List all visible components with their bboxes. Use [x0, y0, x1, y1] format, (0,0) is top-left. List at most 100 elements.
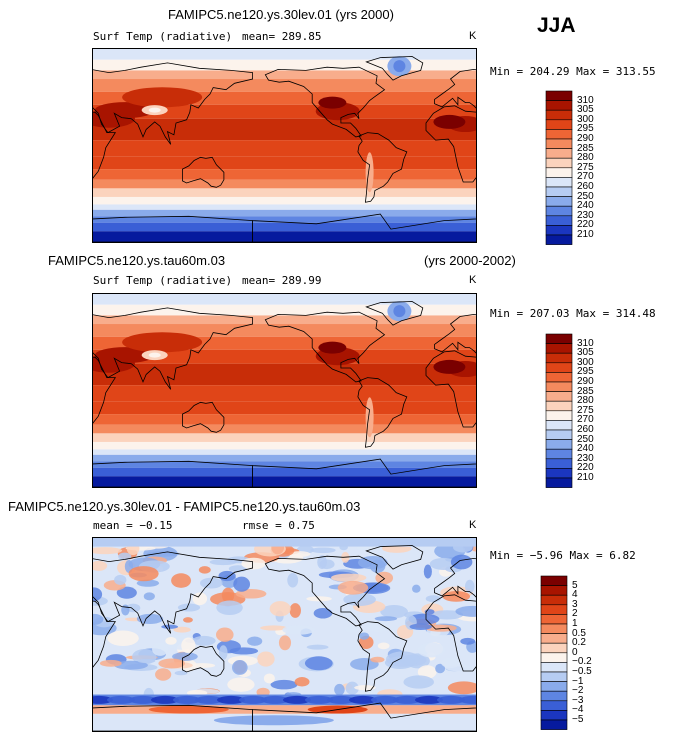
panel3-rmse: rmse = 0.75	[242, 519, 315, 532]
anomaly-patch	[173, 695, 201, 704]
coastline	[93, 600, 117, 668]
anomaly-patch	[151, 695, 179, 704]
colorbar-swatch	[540, 633, 568, 644]
anomaly-patch	[334, 683, 345, 696]
map-svg	[93, 538, 476, 731]
anomaly-patch	[241, 557, 266, 570]
hot-region	[433, 114, 466, 129]
panel1-mean: mean= 289.85	[242, 30, 322, 43]
temperature-band	[93, 209, 476, 217]
anomaly-patch	[450, 554, 473, 570]
anomaly-patch	[359, 632, 370, 640]
anomaly-patch	[343, 593, 376, 607]
anomaly-patch	[93, 547, 123, 555]
anomaly-patch	[192, 635, 216, 646]
anomaly-patch	[356, 545, 372, 551]
coastline	[93, 215, 253, 242]
anomaly-patch	[455, 605, 476, 617]
anomaly-patch	[310, 547, 336, 554]
cool-region	[148, 107, 161, 113]
anomaly-patch	[409, 623, 432, 630]
colorbar-swatch	[545, 196, 573, 207]
coastline	[93, 551, 253, 634]
map-svg	[93, 49, 476, 242]
colorbar-tick-label: 260	[577, 424, 594, 435]
colorbar-tick-label: 2	[572, 608, 578, 620]
anomaly-patch	[93, 695, 113, 704]
colorbar-tick-label: 295	[577, 366, 594, 378]
anomaly-patch	[423, 564, 432, 579]
anomaly-patch	[417, 665, 437, 679]
anomaly-patch	[349, 695, 377, 704]
colorbar-tick-label: 285	[577, 142, 594, 154]
anomaly-patch	[213, 715, 334, 726]
anomaly-patch	[263, 673, 275, 684]
temperature-band	[93, 59, 476, 71]
anomaly-patch	[99, 659, 122, 667]
anomaly-patch	[261, 695, 289, 704]
anomaly-patch	[385, 651, 420, 667]
anomaly-patch	[256, 687, 270, 697]
temperature-band	[93, 414, 476, 425]
colorbar-swatch	[545, 333, 573, 344]
colorbar-tick-label: 5	[572, 579, 578, 591]
coastline	[93, 704, 253, 731]
colorbar-tick-label: 210	[577, 472, 594, 483]
temperature-band	[93, 424, 476, 434]
colorbar-swatch	[545, 420, 573, 431]
colorbar-tick-label: 285	[577, 385, 594, 397]
panel3-case-title: FAMIPC5.ne120.ys.30lev.01 - FAMIPC5.ne12…	[8, 499, 361, 514]
coastline	[425, 105, 476, 183]
temperature-band	[93, 204, 476, 210]
colorbar-swatch	[545, 429, 573, 440]
anomaly-patch	[354, 685, 376, 691]
anomaly-patch	[198, 566, 211, 574]
anomaly-patch	[107, 630, 139, 646]
temperature-band	[93, 441, 476, 450]
panel2-colorbar: 310 305 300 295 290 285 280 275 270 260 250 240 230 2…	[545, 333, 594, 494]
coastline	[93, 111, 117, 179]
anomaly-patch	[269, 601, 291, 617]
anomaly-patch	[304, 656, 333, 671]
colorbar-swatch	[545, 100, 573, 111]
colorbar-swatch	[540, 652, 568, 663]
colorbar-swatch	[545, 167, 573, 178]
colorbar-tick-label: 250	[577, 190, 594, 202]
colorbar-swatch	[540, 690, 568, 702]
anomaly-patch	[283, 695, 311, 704]
anomaly-patch	[437, 695, 465, 704]
colorbar-tick-label: 290	[577, 133, 594, 144]
anomaly-patch	[136, 579, 160, 587]
colorbar-tick-label: 300	[577, 356, 594, 368]
coastlines	[93, 301, 476, 487]
hot-region	[94, 347, 155, 364]
colorbar-tick-label: 1	[572, 618, 578, 629]
anomaly-patch	[417, 642, 446, 658]
temperature-band	[93, 461, 476, 468]
colorbar-tick-label: 260	[577, 181, 594, 192]
colorbar-tick-label: 305	[577, 104, 594, 116]
coastline	[93, 356, 117, 424]
colorbar-swatch	[540, 604, 568, 615]
colorbar-tick-label: −3	[572, 694, 584, 706]
colorbar-swatch	[545, 410, 573, 421]
anomaly-patch	[331, 573, 367, 582]
colorbar-tick-label: 3	[572, 598, 578, 610]
colorbar-swatch	[545, 109, 573, 121]
anomaly-patch	[403, 675, 435, 689]
anomaly-patch	[247, 636, 263, 646]
colorbar-tick-label: 0	[572, 646, 578, 658]
coastline	[425, 350, 476, 428]
panel2-mean: mean= 289.99	[242, 274, 322, 287]
temperature-band	[93, 196, 476, 205]
colorbar-swatch	[545, 468, 573, 479]
anomaly-patch	[435, 663, 446, 674]
colorbar-swatch	[540, 700, 568, 711]
anomaly-patch	[165, 637, 177, 645]
panel3-units: K	[469, 519, 477, 531]
colorbar-tick-label: 240	[577, 443, 594, 455]
anomaly-patch	[393, 695, 421, 704]
colorbar-swatch	[545, 157, 573, 169]
colorbar-tick-label: −4	[572, 704, 584, 716]
panel1-map	[92, 48, 477, 243]
